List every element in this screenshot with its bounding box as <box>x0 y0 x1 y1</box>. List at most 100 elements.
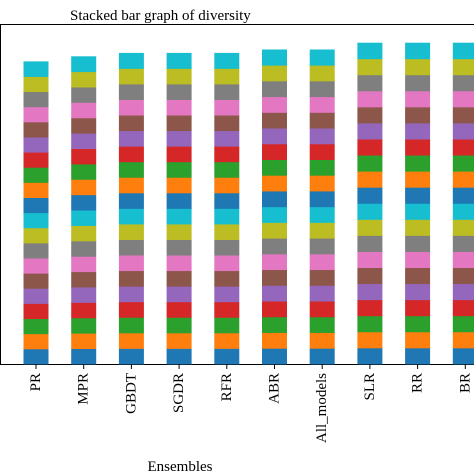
bar-segment-ABR-5 <box>262 269 287 286</box>
bar-segment-RR-0 <box>405 347 431 365</box>
bar-segment-BR-13 <box>452 139 474 156</box>
bars-group <box>23 42 474 365</box>
bar-segment-MPR-2 <box>71 317 97 334</box>
x-tick-label-MPR: MPR <box>76 373 92 405</box>
bar-segment-GBDT-7 <box>118 239 144 256</box>
bar-segment-RR-19 <box>405 42 431 60</box>
bar-segment-MPR-17 <box>71 87 97 103</box>
bar-segment-SLR-11 <box>357 171 383 188</box>
bar-segment-All_models-12 <box>309 159 335 176</box>
bar-segment-All_models-17 <box>309 80 335 98</box>
bar-segment-RR-8 <box>405 219 431 236</box>
bar-segment-ABR-7 <box>262 238 287 255</box>
bar-segment-GBDT-5 <box>118 270 144 287</box>
bar-segment-BR-18 <box>452 58 474 76</box>
bar-segment-SGDR-17 <box>166 84 192 100</box>
bar-segment-MPR-13 <box>71 148 97 165</box>
bar-segment-PR-6 <box>23 258 49 274</box>
bar-segment-All_models-19 <box>309 49 335 66</box>
bar-segment-MPR-19 <box>71 56 97 73</box>
bar-segment-SGDR-13 <box>166 146 192 163</box>
bar-segment-RFR-3 <box>214 301 240 318</box>
bar-segment-ABR-14 <box>262 128 287 145</box>
bar-segment-BR-4 <box>452 283 474 301</box>
bar-segment-All_models-14 <box>309 128 335 145</box>
bar-segment-RFR-8 <box>214 224 240 240</box>
bar-segment-GBDT-10 <box>118 192 144 209</box>
bar-segment-PR-9 <box>23 212 49 229</box>
bar-segment-RR-3 <box>405 299 431 317</box>
bar-segment-RFR-4 <box>214 286 240 303</box>
bar-segment-RR-9 <box>405 203 431 220</box>
bar-segment-SLR-7 <box>357 235 383 252</box>
bar-segment-RFR-14 <box>214 130 240 147</box>
bar-segment-PR-16 <box>23 106 49 123</box>
x-tick-label-ABR: ABR <box>267 373 283 404</box>
bar-segment-SLR-4 <box>357 283 383 301</box>
bar-segment-MPR-18 <box>71 71 97 88</box>
bar-segment-SLR-0 <box>357 347 383 365</box>
bar-segment-BR-16 <box>452 90 474 108</box>
bar-segment-SGDR-4 <box>166 286 192 303</box>
bar-segment-PR-14 <box>23 137 49 153</box>
bar-segment-PR-2 <box>23 318 49 335</box>
bar-segment-All_models-15 <box>309 112 335 129</box>
bar-segment-BR-15 <box>452 106 474 124</box>
bar-segment-SGDR-5 <box>166 270 192 287</box>
bar-segment-BR-0 <box>452 347 474 365</box>
bar-segment-ABR-3 <box>262 301 287 318</box>
bar-segment-GBDT-8 <box>118 224 144 240</box>
bar-segment-RFR-16 <box>214 99 240 116</box>
bar-segment-RR-14 <box>405 123 431 140</box>
bar-segment-PR-17 <box>23 91 49 108</box>
x-tick-label-GBDT: GBDT <box>123 373 139 414</box>
x-tick-label-PR: PR <box>28 373 44 391</box>
bar-segment-SLR-13 <box>357 139 383 156</box>
bar-segment-BR-9 <box>452 203 474 220</box>
bar-segment-All_models-3 <box>309 301 335 318</box>
bar-segment-PR-0 <box>23 348 49 365</box>
bar-segment-SLR-2 <box>357 315 383 333</box>
bar-segment-MPR-7 <box>71 240 97 257</box>
bar-segment-SGDR-7 <box>166 239 192 256</box>
bar-segment-RR-10 <box>405 187 431 204</box>
bar-segment-BR-12 <box>452 155 474 172</box>
bar-segment-ABR-12 <box>262 159 287 176</box>
bar-segment-SLR-5 <box>357 267 383 285</box>
bar-segment-ABR-9 <box>262 206 287 223</box>
bar-segment-PR-5 <box>23 273 49 289</box>
bar-segment-RFR-19 <box>214 52 240 69</box>
bar-segment-SGDR-0 <box>166 348 192 365</box>
bar-segment-All_models-10 <box>309 191 335 208</box>
bar-segment-All_models-16 <box>309 96 335 113</box>
bar-segment-PR-8 <box>23 227 49 244</box>
bar-segment-ABR-19 <box>262 49 287 66</box>
bar-segment-GBDT-0 <box>118 348 144 365</box>
bar-segment-All_models-6 <box>309 253 335 271</box>
bar-segment-MPR-11 <box>71 179 97 196</box>
bar-segment-SLR-14 <box>357 123 383 140</box>
bar-segment-All_models-0 <box>309 348 335 365</box>
bar-segment-RR-15 <box>405 106 431 124</box>
bar-segment-ABR-16 <box>262 96 287 113</box>
bar-segment-GBDT-15 <box>118 115 144 132</box>
bar-segment-SGDR-14 <box>166 130 192 147</box>
bar-segment-RR-4 <box>405 283 431 301</box>
bar-segment-BR-3 <box>452 299 474 317</box>
x-tick-label-RR: RR <box>410 373 426 393</box>
bar-segment-RR-11 <box>405 171 431 188</box>
bar-segment-ABR-2 <box>262 316 287 333</box>
bar-segment-SLR-16 <box>357 90 383 108</box>
bar-segment-GBDT-1 <box>118 332 144 349</box>
bar-segment-PR-19 <box>23 61 49 77</box>
bar-segment-RFR-5 <box>214 270 240 287</box>
bar-segment-GBDT-9 <box>118 208 144 225</box>
bar-segment-RFR-7 <box>214 239 240 256</box>
bar-segment-SGDR-6 <box>166 255 192 272</box>
bar-segment-GBDT-17 <box>118 84 144 100</box>
bar-segment-SLR-15 <box>357 106 383 124</box>
bar-segment-SGDR-19 <box>166 52 192 69</box>
bar-segment-GBDT-12 <box>118 161 144 178</box>
bar-segment-GBDT-16 <box>118 99 144 116</box>
bar-segment-GBDT-14 <box>118 130 144 147</box>
